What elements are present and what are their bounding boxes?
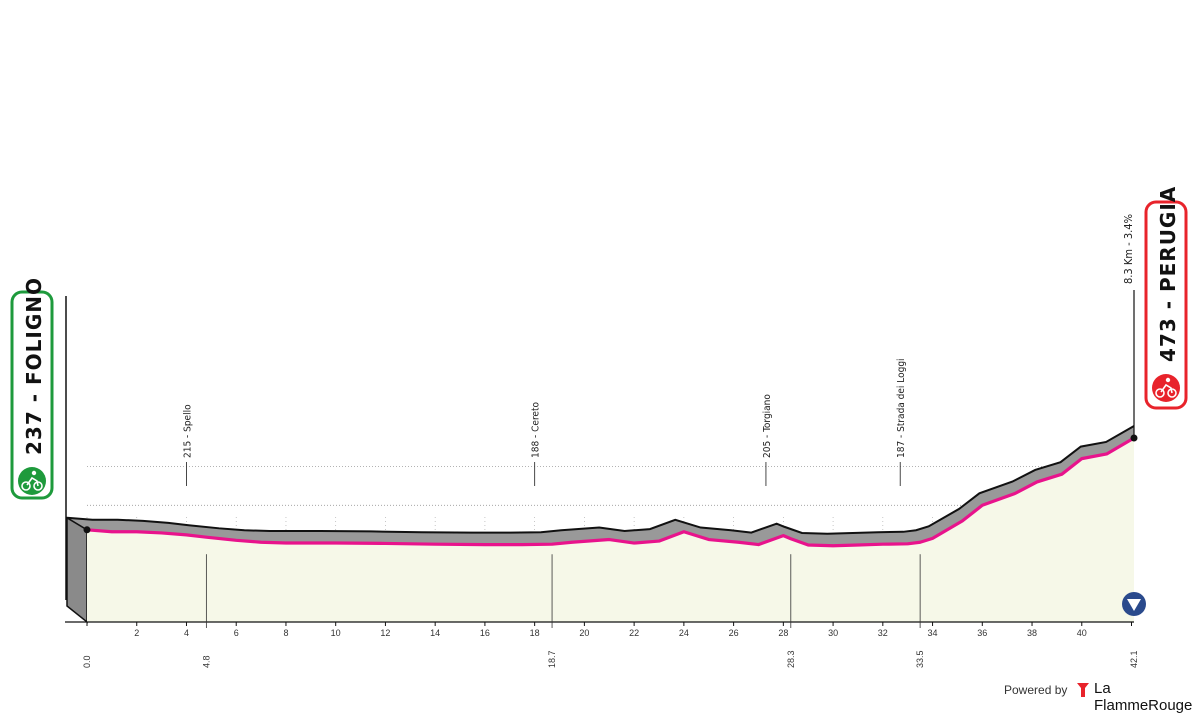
start-cyclist-icon (18, 467, 46, 495)
start-badge: 237 - FOLIGNO (10, 277, 54, 500)
x-tick-label: 38 (1027, 628, 1037, 638)
flamme-rouge-logo-icon (1077, 683, 1089, 697)
x-tick-label: 16 (480, 628, 490, 638)
finish-cyclist-icon (1152, 374, 1180, 402)
key-distance-label: 0.0 (82, 655, 92, 668)
waypoint-label: 188 - Cereto (531, 402, 542, 458)
x-tick-label: 36 (977, 628, 987, 638)
x-tick-label: 40 (1077, 628, 1087, 638)
x-tick-label: 12 (380, 628, 390, 638)
distance-axis: 2 4 6 8 10 12 14 16 18 20 22 24 26 28 30 32 34 36 38 400.0 4… (65, 554, 1139, 668)
x-tick-label: 10 (331, 628, 341, 638)
x-tick-label: 26 (729, 628, 739, 638)
x-tick-label: 4 (184, 628, 189, 638)
powered-by-label: Powered by (1004, 683, 1068, 697)
x-tick-label: 32 (878, 628, 888, 638)
profile-top-edge (66, 425, 1135, 535)
x-tick-label: 2 (134, 628, 139, 638)
profile-left-wall (66, 516, 88, 624)
x-tick-label: 22 (629, 628, 639, 638)
finish-label: 473 - PERUGIA (1156, 186, 1180, 362)
start-label: 237 - FOLIGNO (22, 277, 46, 455)
start-point (83, 526, 91, 534)
key-distance-label: 18.7 (547, 650, 557, 668)
waypoint-label: 215 - Spello (182, 404, 193, 458)
cyclist-glyph-finish (1155, 377, 1177, 398)
finish-badge: 473 - PERUGIA 8.3 Km - 3.4% (1122, 186, 1188, 410)
key-distance-label: 33.5 (915, 650, 925, 668)
x-tick-label: 24 (679, 628, 689, 638)
route-line (86, 436, 1135, 548)
profile-area (65, 290, 1138, 624)
key-distance-label: 28.3 (786, 650, 796, 668)
brand-label: La FlammeRouge (1094, 680, 1193, 714)
finish-climb-label: 8.3 Km - 3.4% (1122, 214, 1135, 284)
key-distance-label: 4.8 (201, 655, 211, 668)
waypoint-label: 187 - Strada dei Loggi (896, 358, 907, 458)
x-tick-label: 8 (283, 628, 288, 638)
waypoint-label: 205 - Torgiano (762, 394, 773, 458)
profile-front-fill (87, 438, 1134, 622)
x-tick-label: 14 (430, 628, 440, 638)
x-tick-label: 18 (530, 628, 540, 638)
x-tick-label: 28 (778, 628, 788, 638)
x-tick-label: 34 (928, 628, 938, 638)
key-distance-label: 42.1 (1129, 650, 1139, 668)
waypoint-markers: 215 - Spello 188 - Cereto 205 - Torgiano 18… (182, 358, 907, 486)
x-tick-label: 20 (579, 628, 589, 638)
x-tick-label: 30 (828, 628, 838, 638)
cyclist-glyph-start (21, 470, 43, 491)
finish-line-icon (1122, 592, 1146, 616)
x-tick-label: 6 (234, 628, 239, 638)
